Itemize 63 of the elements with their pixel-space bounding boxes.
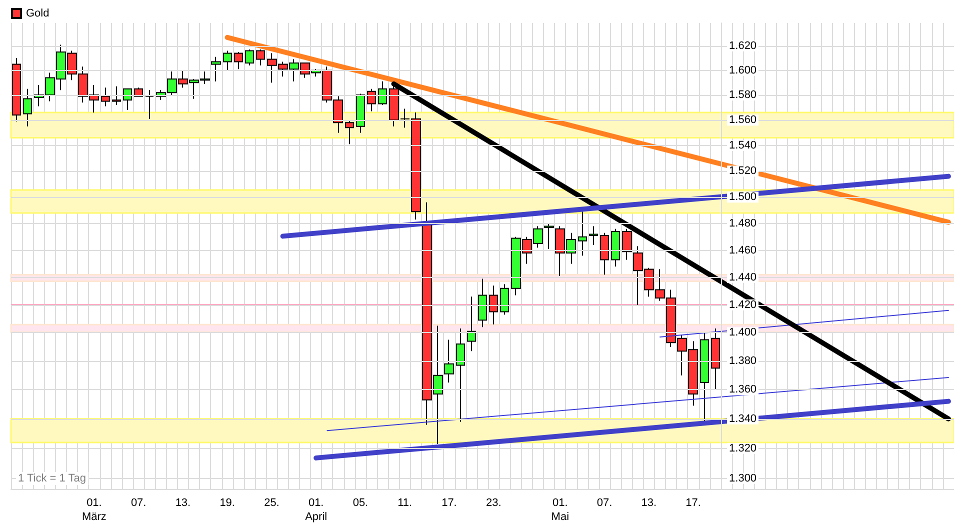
candlestick — [245, 49, 254, 66]
y-tick-label: 1.380 — [729, 355, 757, 368]
candlestick — [444, 339, 454, 384]
candlestick — [600, 232, 609, 276]
candlestick — [367, 88, 376, 112]
x-tick-label: 23. — [486, 497, 502, 509]
x-tick-label: 11. — [398, 497, 412, 509]
candlestick — [489, 285, 498, 325]
candlestick — [23, 88, 32, 127]
y-tick-label: 1.500 — [729, 191, 757, 204]
candlestick — [223, 50, 232, 71]
y-tick-label: 1.400 — [729, 326, 757, 339]
candlestick — [145, 90, 154, 120]
x-tick-label: 13. — [641, 497, 657, 509]
candlestick — [378, 80, 387, 106]
y-tick-label: 1.620 — [729, 40, 757, 52]
annotation: 1 Tick = 1 Tag — [18, 472, 86, 484]
candlestick — [345, 120, 354, 145]
candlestick — [478, 278, 487, 328]
x-tick-label: 07. — [130, 497, 146, 509]
y-tick-label: 1.460 — [729, 244, 757, 256]
x-tick-label: 01. April — [305, 497, 328, 523]
x-tick-label: 01. Mai — [551, 497, 570, 523]
candlestick — [500, 284, 509, 316]
y-tick-label: 1.340 — [729, 412, 757, 425]
candlestick — [256, 49, 265, 66]
candlestick — [134, 87, 143, 97]
y-tick-label: 1.320 — [729, 442, 757, 454]
y-tick-label: 1.300 — [729, 472, 757, 484]
y-tick-label: 1.600 — [729, 64, 757, 76]
y-tick-label: 1.360 — [729, 384, 757, 396]
candlestick — [112, 86, 121, 106]
x-tick-label: 19. — [220, 497, 235, 509]
y-tick-label: 1.540 — [729, 139, 757, 152]
x-tick-label: 13. — [175, 497, 191, 509]
candlestick — [467, 296, 476, 352]
candlestick — [544, 223, 554, 250]
x-tick-label: 25. — [264, 497, 280, 509]
y-tick-label: 1.520 — [729, 165, 757, 178]
candlestick — [611, 228, 620, 267]
candlestick — [101, 87, 110, 107]
candlestick — [234, 51, 243, 70]
legend-label: Gold — [26, 8, 50, 20]
candlestick — [456, 328, 465, 422]
x-tick-label: 07. — [596, 497, 612, 509]
candlestick — [356, 93, 365, 134]
y-tick-label: 1.440 — [729, 271, 757, 284]
candlestick — [578, 211, 587, 256]
y-tick-label: 1.580 — [729, 89, 757, 102]
candlestick — [589, 226, 598, 246]
candlestick — [622, 228, 632, 260]
x-tick-label: 01. März — [82, 497, 106, 523]
y-tick-label: 1.560 — [729, 114, 757, 126]
candlestick — [211, 56, 221, 82]
x-tick-label: 05. — [352, 497, 368, 509]
candlestick — [123, 88, 132, 111]
x-tick-label: 17. — [686, 497, 701, 509]
x-tick-label: 17. — [442, 497, 457, 509]
candlestick — [700, 332, 709, 422]
candlestick — [12, 58, 21, 122]
y-tick-label: 1.420 — [729, 298, 757, 311]
y-tick-label: 1.480 — [729, 218, 757, 230]
candlestick — [711, 328, 720, 390]
